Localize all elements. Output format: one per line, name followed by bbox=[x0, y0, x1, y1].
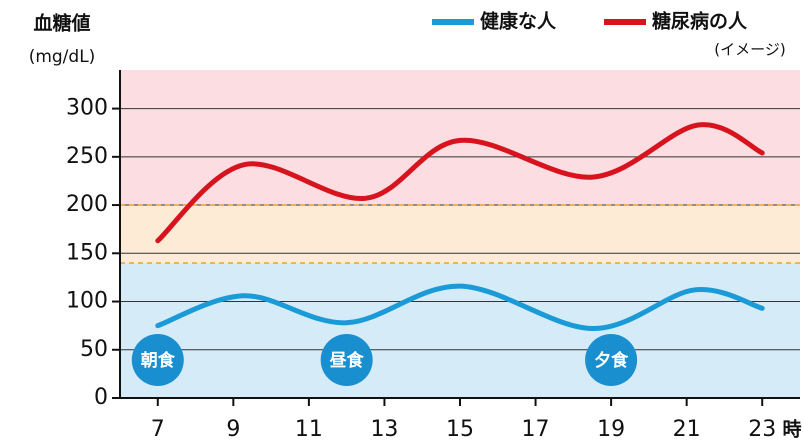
x-tick-label: 23 bbox=[748, 417, 776, 442]
x-tick-label: 15 bbox=[446, 417, 474, 442]
legend-note: (イメージ) bbox=[714, 41, 785, 59]
series-line bbox=[155, 283, 765, 332]
y-tick-label: 50 bbox=[80, 337, 108, 362]
legend-label: 健康な人 bbox=[480, 10, 557, 33]
x-tick-label: 13 bbox=[370, 417, 398, 442]
meal-marker bbox=[131, 334, 184, 386]
x-tick-label: 7 bbox=[151, 417, 165, 442]
y-tick-label: 300 bbox=[66, 96, 108, 121]
x-axis-unit: 時 bbox=[782, 419, 801, 441]
series-line bbox=[155, 122, 765, 244]
y-axis-unit: (mg/dL) bbox=[29, 47, 96, 67]
meal-marker bbox=[320, 334, 373, 386]
band bbox=[120, 70, 800, 206]
y-axis-title: 血糖値 bbox=[33, 12, 90, 35]
meal-marker bbox=[585, 334, 638, 386]
band bbox=[120, 205, 800, 263]
y-tick-label: 100 bbox=[66, 289, 108, 314]
legend-label: 糖尿病の人 bbox=[652, 10, 748, 33]
x-tick-label: 21 bbox=[673, 417, 701, 442]
y-tick-label: 150 bbox=[66, 240, 108, 265]
meal-label: 朝食 bbox=[141, 350, 176, 371]
y-tick-label: 200 bbox=[66, 192, 108, 217]
x-tick-label: 9 bbox=[226, 417, 240, 442]
x-tick-label: 17 bbox=[522, 417, 550, 442]
x-tick-label: 11 bbox=[295, 417, 323, 442]
y-tick-label: 250 bbox=[66, 144, 108, 169]
meal-label: 昼食 bbox=[330, 350, 365, 371]
band bbox=[120, 262, 800, 398]
y-tick-label: 0 bbox=[94, 385, 108, 410]
meal-label: 夕食 bbox=[594, 350, 629, 371]
x-tick-label: 19 bbox=[597, 417, 625, 442]
